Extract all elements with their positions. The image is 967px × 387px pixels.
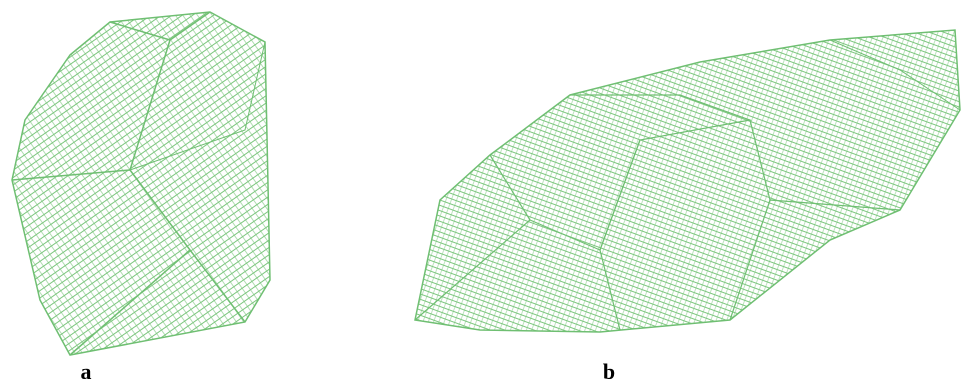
page: a b (() => { const data = JSON.parse(doc… [0, 0, 967, 387]
figure: a b [0, 0, 967, 387]
shape-a [12, 12, 270, 355]
panel-label: a [81, 359, 92, 384]
panel-label: b [603, 359, 615, 384]
shape-b [415, 30, 960, 332]
